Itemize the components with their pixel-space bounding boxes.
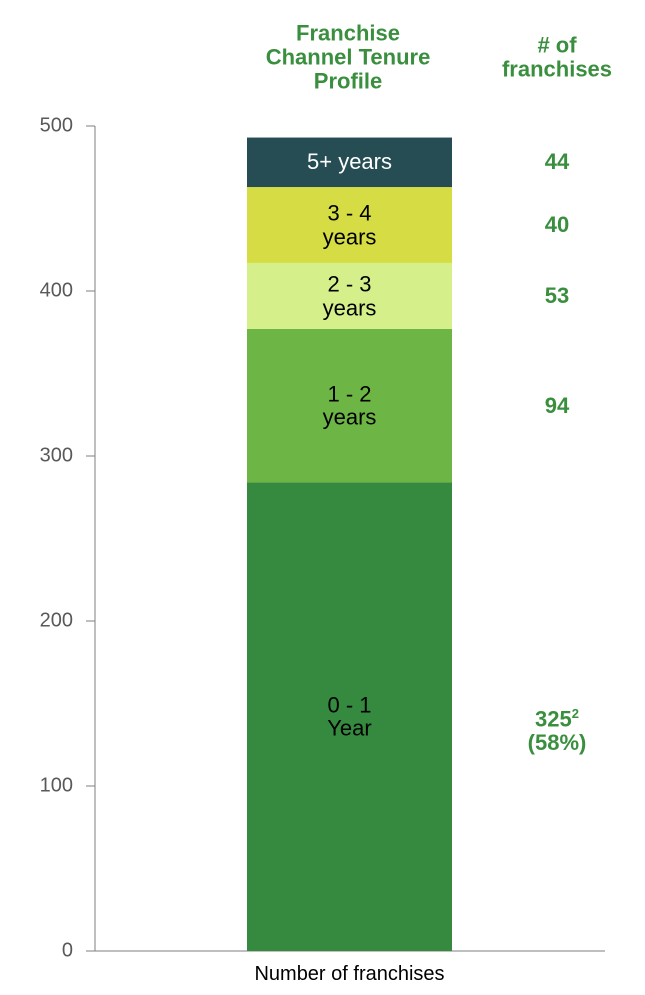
bar-segment xyxy=(247,482,452,951)
column-value: 94 xyxy=(544,392,570,418)
column-number: 53 xyxy=(544,283,570,309)
column-value: 53 xyxy=(545,284,569,308)
bar-segment xyxy=(247,187,452,263)
column-number: 40 xyxy=(544,212,570,238)
y-tick-label: 100 xyxy=(39,774,73,797)
column-share: (58%) xyxy=(527,729,587,755)
y-tick-label: 0 xyxy=(61,939,73,962)
y-tick-label: 200 xyxy=(39,609,73,632)
segment-label: 2 - 3 years xyxy=(322,271,377,320)
x-tick-label: Number of franchises xyxy=(254,963,445,986)
column-number: 325 xyxy=(535,706,572,732)
y-tick-label: 400 xyxy=(39,279,73,302)
footnote-mark: 2 xyxy=(571,705,579,721)
y-tick-label: 500 xyxy=(39,114,73,137)
segment-label: 5+ years xyxy=(307,149,392,175)
segment-label: 0 - 1 Year xyxy=(327,691,372,741)
bar-segment xyxy=(247,262,452,329)
column-header: # of franchises xyxy=(501,32,613,81)
bar-segment xyxy=(247,328,452,483)
column-value: 3252 (58%) xyxy=(527,705,587,755)
column-number: 44 xyxy=(544,149,570,175)
column-number: 94 xyxy=(544,392,570,418)
y-tick-label: 300 xyxy=(39,444,73,467)
segment-label: 3 - 4 years xyxy=(322,200,377,249)
chart-title: Franchise Channel Tenure Profile xyxy=(265,20,431,93)
bar-segment xyxy=(247,137,452,188)
column-value: 44 xyxy=(545,150,569,174)
column-value: 40 xyxy=(545,213,569,237)
segment-label: 1 - 2 years xyxy=(322,380,377,430)
